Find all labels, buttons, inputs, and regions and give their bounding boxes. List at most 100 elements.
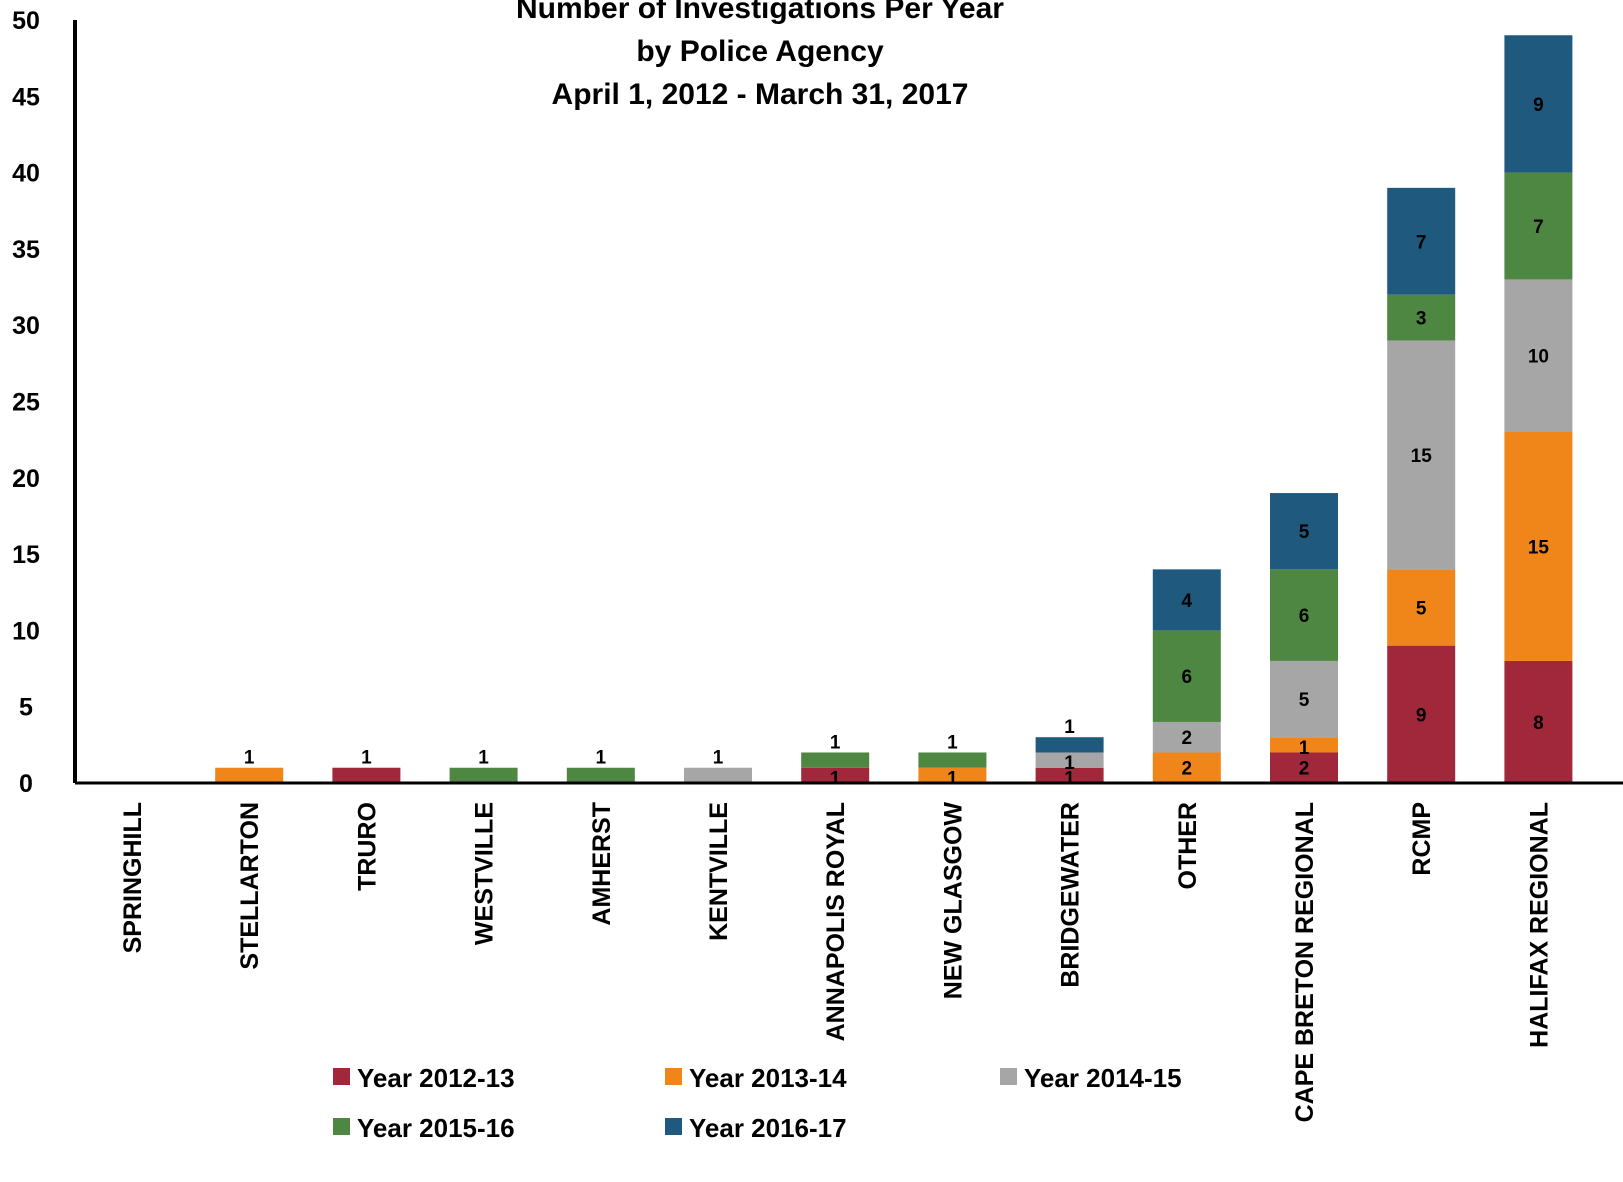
bar-segment <box>1504 172 1573 280</box>
y-tick-label: 40 <box>12 160 40 188</box>
bar-segment <box>1152 721 1221 753</box>
y-tick-label: 30 <box>12 312 40 340</box>
y-tick-label: 25 <box>12 389 40 417</box>
x-axis: SPRINGHILL STELLARTON TRURO WESTVILLE AMHERS… <box>75 781 1623 1122</box>
legend-swatch <box>1000 1068 1017 1085</box>
x-tick-label: KENTVILLE <box>705 802 733 941</box>
chart-title-line: Number of Investigations Per Year <box>516 0 1004 25</box>
bar-segment <box>1387 187 1456 295</box>
y-tick-label: 0 <box>19 770 33 798</box>
x-tick-label: HALIFAX REGIONAL <box>1525 802 1553 1048</box>
bar-segment <box>566 767 635 783</box>
data-label: 6 <box>1182 667 1193 688</box>
bar-segment <box>1387 645 1456 783</box>
bar-segment <box>1270 660 1338 738</box>
legend-label: Year 2012-13 <box>357 1063 515 1093</box>
data-label: 2 <box>1299 759 1310 780</box>
data-label: 8 <box>1533 713 1544 734</box>
data-label: 2 <box>1182 728 1193 749</box>
data-label: 2 <box>1182 759 1193 780</box>
data-label: 1 <box>1064 753 1075 774</box>
bar-segment <box>684 767 752 783</box>
bar-segment <box>1270 569 1338 661</box>
y-tick-label: 50 <box>12 7 40 35</box>
y-tick-label: 45 <box>12 83 40 111</box>
legend-swatch <box>665 1118 682 1135</box>
legend-label: Year 2015-16 <box>357 1113 515 1143</box>
data-label: 15 <box>1528 537 1550 558</box>
x-tick-label: AMHERST <box>588 802 616 926</box>
bar-segment <box>1504 35 1573 173</box>
x-tick-label: SPRINGHILL <box>119 802 147 953</box>
bar-segment <box>332 767 401 783</box>
x-tick-label: WESTVILLE <box>471 802 499 945</box>
bar-segment <box>1504 660 1573 783</box>
y-tick-label: 20 <box>12 465 40 493</box>
data-label: 3 <box>1416 309 1427 330</box>
bar-segment <box>1387 294 1456 341</box>
bar-segment <box>1387 340 1456 570</box>
data-label: 1 <box>713 748 724 769</box>
x-tick-label: STELLARTON <box>236 802 264 970</box>
y-tick-label: 10 <box>12 617 40 645</box>
data-label: 1 <box>830 732 841 753</box>
bar-segment <box>1035 767 1104 783</box>
legend-label: Year 2016-17 <box>689 1113 847 1143</box>
data-label: 5 <box>1299 690 1310 711</box>
data-label: 7 <box>1533 217 1544 238</box>
bar-segment <box>1270 737 1338 753</box>
data-label: 5 <box>1299 522 1310 543</box>
data-label: 1 <box>1064 717 1075 738</box>
bar-segment <box>1270 493 1338 570</box>
bar-segment <box>801 767 870 783</box>
x-tick-label: BRIDGEWATER <box>1057 802 1085 988</box>
bar-segment <box>215 767 284 783</box>
bar-segment <box>1035 737 1104 753</box>
legend-swatch <box>665 1068 682 1085</box>
data-label: 1 <box>478 748 489 769</box>
chart-title-line: April 1, 2012 - March 31, 2017 <box>552 78 969 111</box>
bar-segment <box>1152 630 1221 722</box>
y-tick-label: 35 <box>12 236 40 264</box>
x-tick-label: CAPE BRETON REGIONAL <box>1291 802 1319 1122</box>
data-label: 1 <box>830 768 841 789</box>
bar-segment <box>918 752 987 768</box>
bar-segment <box>1270 752 1338 783</box>
legend-swatch <box>333 1118 350 1135</box>
x-tick-label: NEW GLASGOW <box>939 802 967 1000</box>
chart-title: Number of Investigations Per Year by Poli… <box>516 0 1004 111</box>
bar-segment <box>801 752 870 768</box>
data-label: 7 <box>1416 232 1427 253</box>
legend: Year 2012-13 Year 2013-14 Year 2014-15 Year… <box>333 1063 1182 1143</box>
chart-title-line: by Police Agency <box>636 35 884 68</box>
data-label: 9 <box>1533 95 1544 116</box>
data-label: 1 <box>1064 768 1075 789</box>
x-tick-label: TRURO <box>353 802 381 891</box>
x-tick-label: RCMP <box>1408 802 1436 876</box>
y-tick-label: 5 <box>19 694 33 722</box>
data-label: 1 <box>361 748 372 769</box>
data-label: 15 <box>1411 446 1433 467</box>
x-tick-label: OTHER <box>1174 802 1202 890</box>
bar-segment <box>1152 569 1221 631</box>
data-label: 4 <box>1182 591 1193 612</box>
bar-segment <box>1152 752 1221 783</box>
legend-label: Year 2014-15 <box>1024 1063 1182 1093</box>
data-label: 1 <box>947 732 958 753</box>
y-axis: 0 5 10 15 20 25 30 35 40 45 50 <box>12 7 77 798</box>
data-label: 1 <box>1299 738 1310 759</box>
legend-label: Year 2013-14 <box>689 1063 847 1093</box>
x-tick-label: ANNAPOLIS ROYAL <box>822 802 850 1041</box>
legend-swatch <box>333 1068 350 1085</box>
bar-segment <box>1035 752 1104 768</box>
bar-segment <box>1387 569 1456 646</box>
bar-segment <box>918 767 987 783</box>
data-label: 10 <box>1528 347 1549 368</box>
bar-segment <box>1504 432 1573 661</box>
y-tick-label: 15 <box>12 541 40 569</box>
data-label: 6 <box>1299 606 1310 627</box>
data-label: 1 <box>244 748 255 769</box>
data-label: 9 <box>1416 705 1427 726</box>
